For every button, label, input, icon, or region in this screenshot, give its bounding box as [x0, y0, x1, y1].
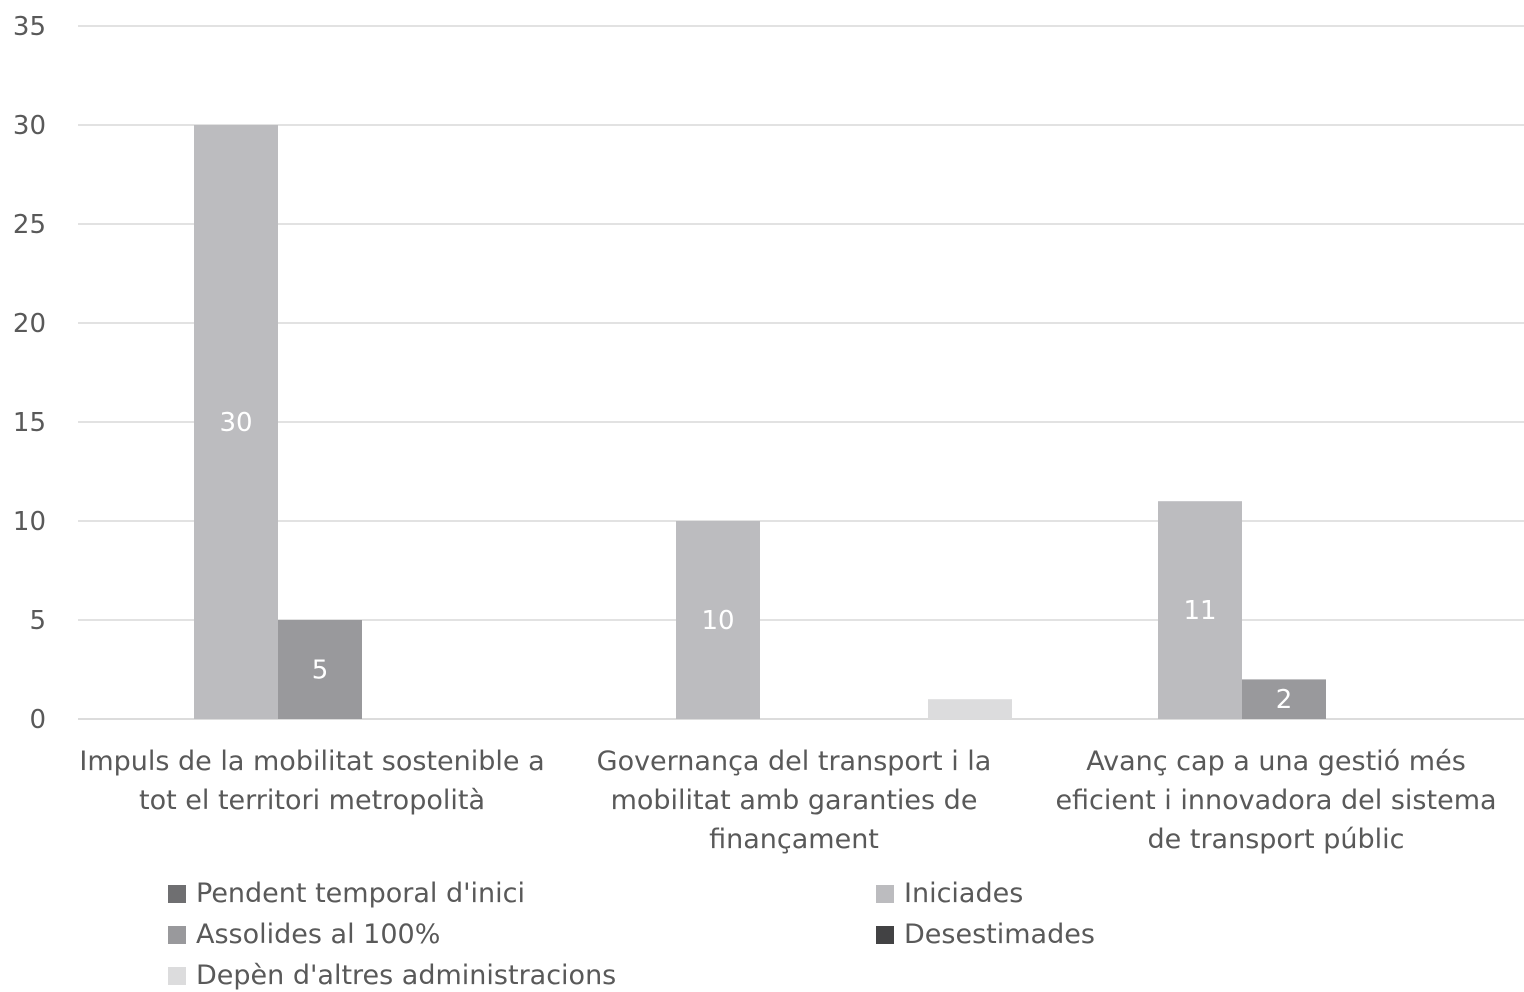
bars	[194, 125, 1326, 719]
x-axis-category-labels: Impuls de la mobilitat sostenible a tot e…	[79, 746, 1496, 855]
bar	[278, 620, 362, 719]
data-label: 2	[1276, 685, 1293, 715]
legend-label: Depèn d'altres administracions	[196, 960, 617, 991]
legend-swatch	[876, 884, 894, 903]
data-label: 10	[701, 606, 734, 636]
legend-item: Pendent temporal d'inici	[168, 878, 525, 909]
y-tick-label: 35	[13, 12, 46, 42]
legend: Pendent temporal d'inici Iniciades Assolid…	[0, 872, 1524, 992]
legend-swatch	[168, 884, 186, 903]
legend-item: Iniciades	[876, 878, 1023, 909]
bar-chart: 0 5 10 15 20 25 30 35 30 5 10 11 2 Impuls de la mob…	[13, 12, 1524, 855]
gridlines	[78, 25, 1524, 720]
y-tick-label: 0	[29, 705, 46, 735]
category-label-line: de transport públic	[1148, 824, 1405, 855]
legend-label: Assolides al 100%	[196, 919, 441, 950]
data-labels: 30 5 10 11 2	[219, 408, 1292, 715]
legend-label: Pendent temporal d'inici	[196, 878, 525, 909]
bar	[1158, 501, 1242, 719]
legend-swatch	[168, 966, 186, 985]
category-label-line: eficient i innovadora del sistema	[1055, 785, 1496, 816]
category-label-line: tot el territori metropolità	[139, 785, 485, 816]
legend-item: Depèn d'altres administracions	[168, 960, 616, 991]
legend-label: Desestimades	[904, 919, 1095, 950]
category-label: Governança del transport i la mobilitat a…	[597, 746, 992, 855]
y-tick-label: 15	[13, 408, 46, 438]
category-label: Impuls de la mobilitat sostenible a tot e…	[79, 746, 544, 816]
legend-label: Iniciades	[904, 878, 1024, 909]
legend-item: Desestimades	[876, 919, 1095, 950]
legend-swatch	[168, 925, 186, 944]
y-tick-label: 25	[13, 210, 46, 240]
bar	[676, 521, 760, 719]
y-axis-tick-labels: 0 5 10 15 20 25 30 35	[13, 12, 46, 735]
data-label: 11	[1183, 596, 1216, 626]
y-tick-label: 20	[13, 309, 46, 339]
data-label: 5	[312, 656, 329, 686]
bar	[928, 699, 1012, 719]
y-tick-label: 10	[13, 507, 46, 537]
y-tick-label: 30	[13, 111, 46, 141]
category-label-line: mobilitat amb garanties de	[611, 785, 978, 816]
legend-swatch	[876, 925, 894, 944]
category-label-line: Avanç cap a una gestió més	[1086, 746, 1466, 777]
category-label-line: Governança del transport i la	[597, 746, 992, 777]
category-label-line: finançament	[709, 824, 879, 855]
legend-item: Assolides al 100%	[168, 919, 440, 950]
y-tick-label: 5	[29, 606, 46, 636]
category-label: Avanç cap a una gestió més eficient i inn…	[1055, 746, 1496, 855]
category-label-line: Impuls de la mobilitat sostenible a	[79, 746, 544, 777]
bar	[1242, 679, 1326, 719]
data-label: 30	[219, 408, 252, 438]
bar	[194, 125, 278, 719]
